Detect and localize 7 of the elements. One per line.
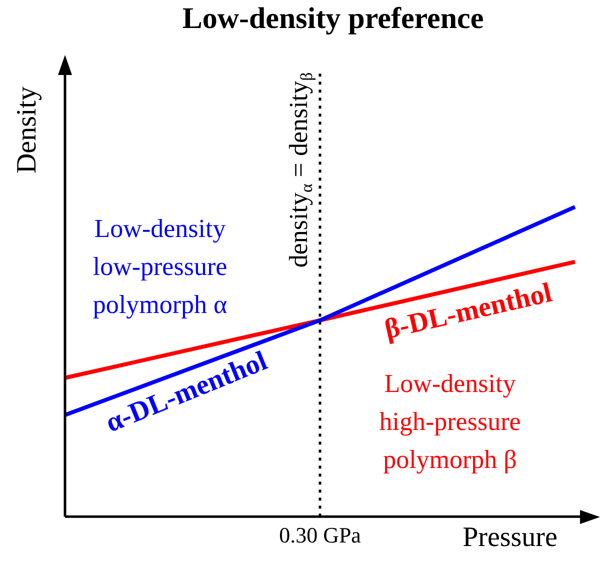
- annotation: Low-density high-pressure polymorph β: [379, 368, 521, 474]
- chart-title: Low-density preference: [182, 2, 484, 35]
- text: densityα = densityβ: [284, 72, 316, 268]
- x-axis-title: Pressure: [462, 522, 558, 553]
- y-axis-title: Density: [11, 86, 42, 174]
- text: 0.30 GPa: [279, 522, 361, 548]
- annotation: Low-density low-pressure polymorph α: [92, 214, 228, 319]
